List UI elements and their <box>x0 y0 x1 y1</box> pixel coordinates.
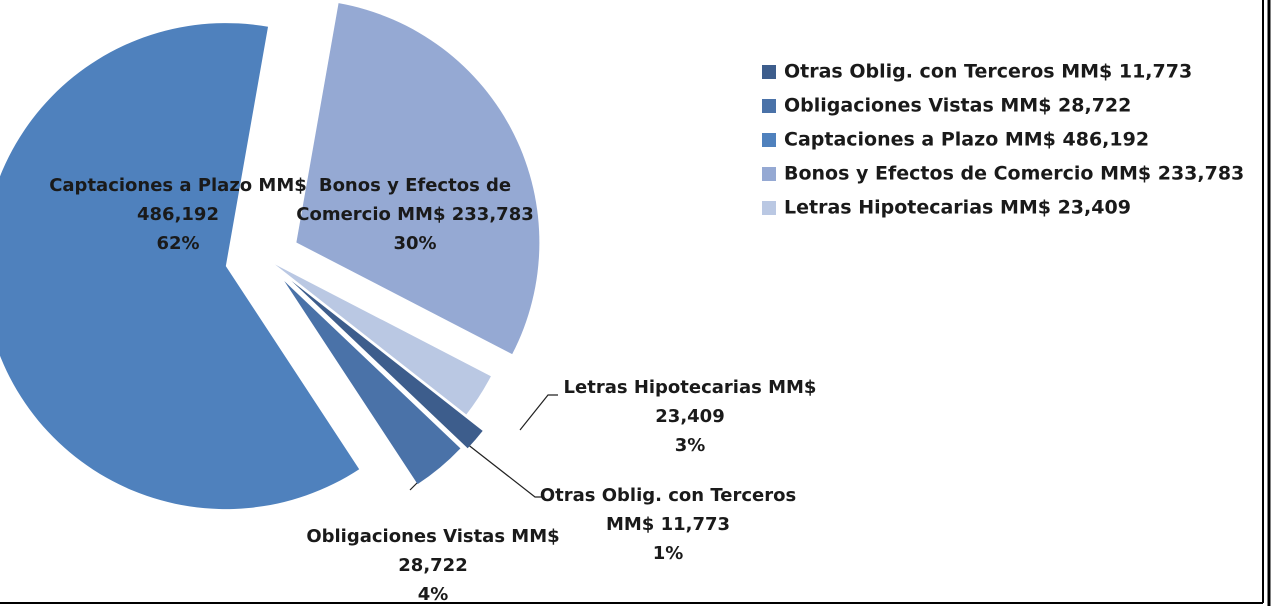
legend-text: Bonos y Efectos de Comercio MM$ 233,783 <box>784 163 1244 185</box>
data-label: Letras Hipotecarias MM$ <box>564 377 817 398</box>
leader-line <box>519 394 558 431</box>
legend-text: Obligaciones Vistas MM$ 28,722 <box>784 95 1131 117</box>
legend-text: Letras Hipotecarias MM$ 23,409 <box>784 197 1131 219</box>
pie-slice <box>296 3 540 355</box>
data-label: 486,192 <box>137 204 219 225</box>
legend-swatch <box>762 133 776 147</box>
data-label: Bonos y Efectos de <box>319 175 511 196</box>
legend-swatch <box>762 167 776 181</box>
pie-slice <box>0 23 360 510</box>
leader-line <box>461 439 543 498</box>
data-label: 3% <box>675 435 706 456</box>
data-label: Captaciones a Plazo MM$ <box>49 175 307 196</box>
legend-text: Captaciones a Plazo MM$ 486,192 <box>784 129 1149 151</box>
data-label: 30% <box>393 233 436 254</box>
legend-text: Otras Oblig. con Terceros MM$ 11,773 <box>784 61 1192 83</box>
data-label: 28,722 <box>398 555 467 576</box>
legend-swatch <box>762 201 776 215</box>
pie-slice <box>275 264 491 415</box>
data-label: Comercio MM$ 233,783 <box>296 204 534 225</box>
data-label: MM$ 11,773 <box>606 514 730 535</box>
pie-slice <box>291 280 483 449</box>
data-label: 23,409 <box>655 406 724 427</box>
legend-swatch <box>762 99 776 113</box>
data-label: Otras Oblig. con Terceros <box>540 485 796 506</box>
data-label: 1% <box>653 543 684 564</box>
data-label: Obligaciones Vistas MM$ <box>306 526 559 547</box>
legend-swatch <box>762 65 776 79</box>
data-label: 4% <box>418 584 449 605</box>
data-label: 62% <box>156 233 199 254</box>
pie-slice <box>284 281 461 485</box>
